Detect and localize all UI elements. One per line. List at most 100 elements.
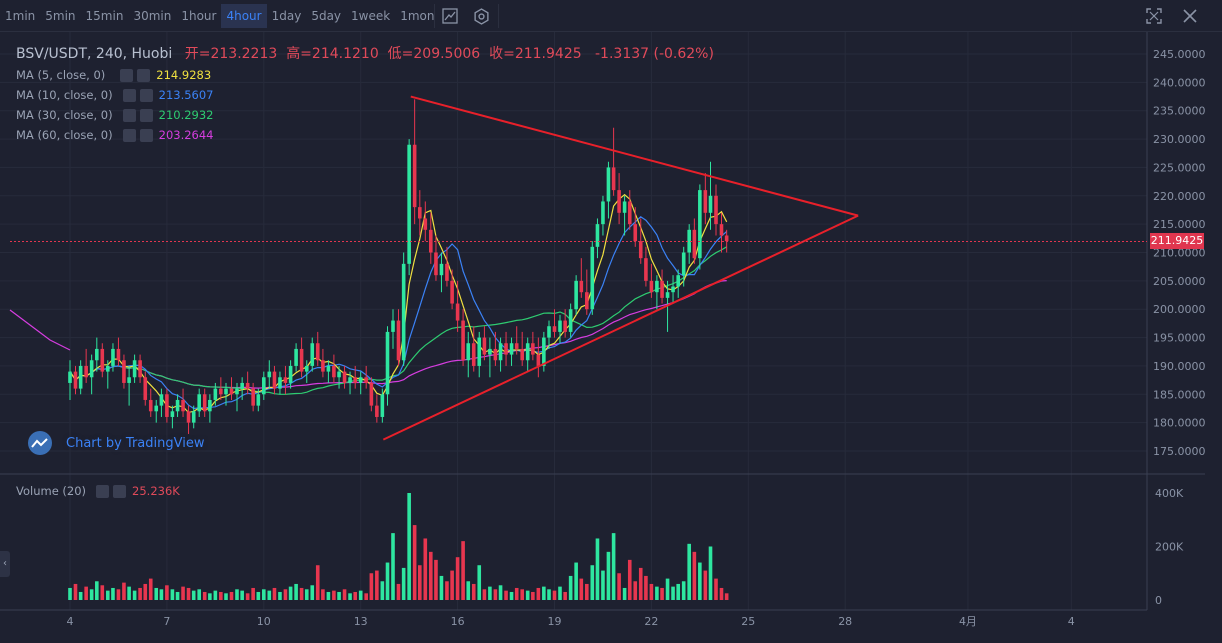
candle-body xyxy=(708,195,713,213)
time-tick-label: 22 xyxy=(644,615,658,628)
volume-bar xyxy=(638,567,643,600)
candle-body xyxy=(84,365,88,378)
indicator-settings-icon[interactable] xyxy=(122,128,136,142)
interval-1min[interactable]: 1min xyxy=(5,9,36,23)
ma-value: 213.5607 xyxy=(158,88,214,102)
candle-body xyxy=(423,218,428,230)
volume-bar xyxy=(294,583,298,600)
volume-bar xyxy=(698,562,702,600)
candle-body xyxy=(116,348,121,361)
volume-bar xyxy=(617,573,621,600)
volume-bar xyxy=(574,562,578,600)
volume-bar xyxy=(122,582,126,600)
candle-body xyxy=(681,252,686,276)
candle-body xyxy=(649,280,654,293)
volume-label: Volume (20) xyxy=(16,484,87,498)
candle-body xyxy=(208,399,212,412)
interval-15min[interactable]: 15min xyxy=(85,9,124,23)
volume-bar xyxy=(111,587,115,600)
volume-bar xyxy=(127,586,131,600)
candle-body xyxy=(304,365,309,372)
fullscreen-button[interactable] xyxy=(1140,4,1168,28)
candle-body xyxy=(466,343,471,361)
interval-4hour[interactable]: 4hour xyxy=(221,4,267,28)
interval-5min[interactable]: 5min xyxy=(45,9,76,23)
candle-body xyxy=(563,320,567,332)
candle-body xyxy=(698,190,702,259)
volume-bar xyxy=(375,570,379,600)
interval-selector: 1min 5min 15min 30min 1hour 4hour 1day 5day 1wee… xyxy=(0,4,439,28)
candle-body xyxy=(724,235,729,242)
chart-style-button[interactable] xyxy=(436,4,464,28)
time-tick-label: 4 xyxy=(1068,615,1075,628)
trendline xyxy=(382,214,859,441)
indicator-remove-icon[interactable] xyxy=(139,128,153,142)
indicator-settings-icon[interactable] xyxy=(122,88,136,102)
candle-body xyxy=(143,377,148,400)
candle-body xyxy=(380,394,385,417)
indicator-remove-icon[interactable] xyxy=(139,108,153,122)
price-tick-label: 180.0000 xyxy=(1153,417,1206,430)
volume-bar xyxy=(445,581,449,600)
high-label: 高= xyxy=(286,46,312,62)
volume-bar xyxy=(542,586,546,600)
indicator-remove-icon[interactable] xyxy=(113,484,127,498)
candle-body xyxy=(455,303,460,321)
tradingview-watermark[interactable]: Chart by TradingView xyxy=(26,431,204,455)
candle-body xyxy=(213,388,218,400)
volume-bar xyxy=(428,551,433,600)
volume-bar xyxy=(197,589,201,600)
candle-body xyxy=(159,394,164,406)
volume-bar xyxy=(191,590,196,600)
interval-1day[interactable]: 1day xyxy=(271,9,302,23)
chart-settings-button[interactable] xyxy=(467,4,495,28)
ma10-line xyxy=(69,216,728,410)
volume-bar xyxy=(649,583,654,600)
volume-bar xyxy=(278,591,282,600)
collapse-handle[interactable]: ‹ xyxy=(0,551,10,577)
interval-1week[interactable]: 1week xyxy=(351,9,391,23)
interval-5day[interactable]: 5day xyxy=(311,9,342,23)
candle-body xyxy=(224,388,228,395)
candle-body xyxy=(671,286,675,293)
candle-body xyxy=(622,201,627,213)
indicator-settings-icon[interactable] xyxy=(122,108,136,122)
candle-body xyxy=(375,405,379,417)
candle-body xyxy=(488,348,492,355)
time-tick-label: 7 xyxy=(163,615,170,628)
time-tick-label: 16 xyxy=(451,615,465,628)
volume-bar xyxy=(138,587,142,600)
volume-bar xyxy=(466,581,471,600)
interval-1hour[interactable]: 1hour xyxy=(181,9,217,23)
price-chart[interactable]: 245.0000 240.0000 235.0000 230.0000 225.0000… xyxy=(0,32,1222,643)
chart-toolbar: 1min 5min 15min 30min 1hour 4hour 1day 5day 1wee… xyxy=(0,0,1222,32)
candle-body xyxy=(509,343,514,355)
ma-indicator-legend: MA (10, close, 0) 213.5607 xyxy=(16,87,214,103)
indicator-remove-icon[interactable] xyxy=(139,88,153,102)
candle-body xyxy=(267,371,272,378)
volume-bar xyxy=(461,541,465,600)
indicator-remove-icon[interactable] xyxy=(137,68,151,82)
volume-bar xyxy=(213,590,218,600)
volume-bar xyxy=(498,585,503,600)
candle-body xyxy=(396,320,401,361)
volume-bar xyxy=(299,587,304,600)
candle-body xyxy=(590,246,595,310)
interval-1mon[interactable]: 1mon xyxy=(400,9,435,23)
price-tick-label: 220.0000 xyxy=(1153,190,1206,203)
open-label: 开= xyxy=(184,46,211,62)
indicator-settings-icon[interactable] xyxy=(120,68,134,82)
ma10-series xyxy=(69,216,728,410)
volume-bar xyxy=(251,587,255,600)
candle-body xyxy=(391,320,395,332)
volume-axis: 400K 200K 0 xyxy=(1155,487,1184,607)
candle-body xyxy=(601,201,605,225)
price-tick-label: 240.0000 xyxy=(1153,76,1206,89)
interval-30min[interactable]: 30min xyxy=(133,9,172,23)
time-tick-label: 13 xyxy=(354,615,368,628)
ma-label: MA (30, close, 0) xyxy=(16,108,113,122)
indicator-settings-icon[interactable] xyxy=(96,484,110,498)
close-button[interactable] xyxy=(1176,4,1204,28)
candle-body xyxy=(170,411,175,417)
volume-bar xyxy=(471,583,476,600)
